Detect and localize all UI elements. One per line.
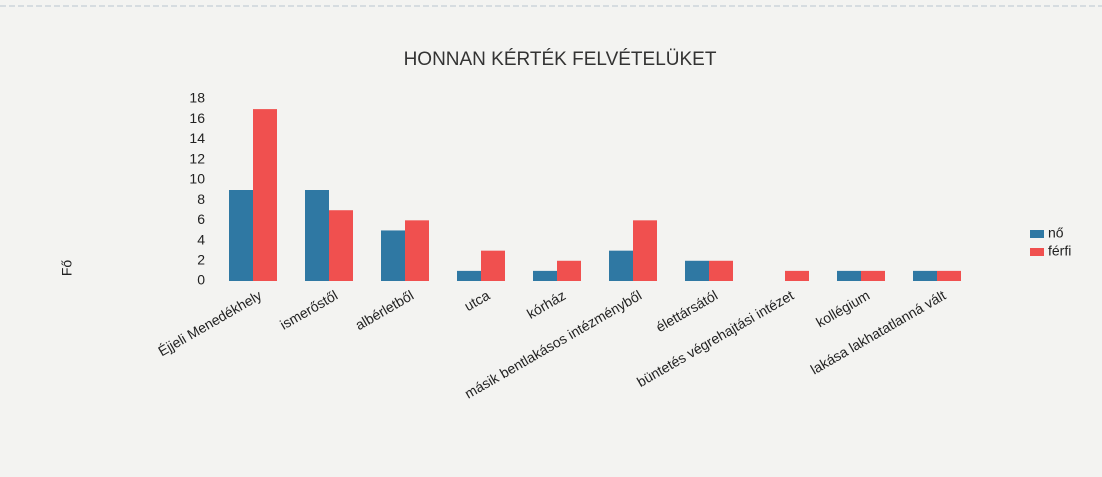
- bar: [457, 270, 481, 281]
- x-tick-label: ismerőstől: [277, 287, 340, 333]
- bar: [305, 190, 329, 281]
- bar: [329, 210, 353, 281]
- bar: [837, 270, 861, 281]
- bar: [533, 270, 557, 281]
- bar: [609, 250, 633, 281]
- y-axis-label: Fő: [59, 260, 75, 277]
- legend-label: nő: [1048, 225, 1064, 241]
- x-tick-label: kórház: [524, 287, 568, 322]
- legend-label: férfi: [1048, 243, 1071, 259]
- bar: [253, 109, 277, 281]
- bar: [861, 270, 885, 281]
- y-tick-label: 10: [189, 171, 205, 187]
- bar: [785, 270, 809, 281]
- y-tick-label: 16: [189, 110, 205, 126]
- bar: [405, 220, 429, 281]
- y-tick-label: 0: [197, 272, 205, 288]
- bar: [229, 190, 253, 281]
- y-tick-label: 2: [197, 251, 205, 267]
- bar: [557, 260, 581, 281]
- y-tick-label: 14: [189, 130, 205, 146]
- bar: [381, 230, 405, 281]
- bar: [685, 260, 709, 281]
- x-tick-label: kollégium: [813, 287, 872, 330]
- bar: [937, 270, 961, 281]
- y-tick-label: 12: [189, 150, 205, 166]
- chart-title: HONNAN KÉRTÉK FELVÉTELÜKET: [404, 49, 717, 70]
- x-tick-label: Éjjeli Menedékhely: [155, 287, 264, 359]
- legend-swatch: [1030, 248, 1044, 256]
- bar: [481, 250, 505, 281]
- bar: [913, 270, 937, 281]
- y-tick-label: 6: [197, 211, 205, 227]
- x-tick-label: élettársától: [653, 287, 720, 335]
- x-tick-label: lakása lakhatatlanná vált: [808, 287, 949, 378]
- bar: [709, 260, 733, 281]
- y-tick-label: 8: [197, 191, 205, 207]
- legend-swatch: [1030, 230, 1044, 238]
- x-tick-label: albérletből: [352, 287, 416, 333]
- y-tick-label: 4: [197, 231, 205, 247]
- x-tick-label: utca: [461, 287, 492, 314]
- bar: [633, 220, 657, 281]
- y-tick-label: 18: [189, 90, 205, 106]
